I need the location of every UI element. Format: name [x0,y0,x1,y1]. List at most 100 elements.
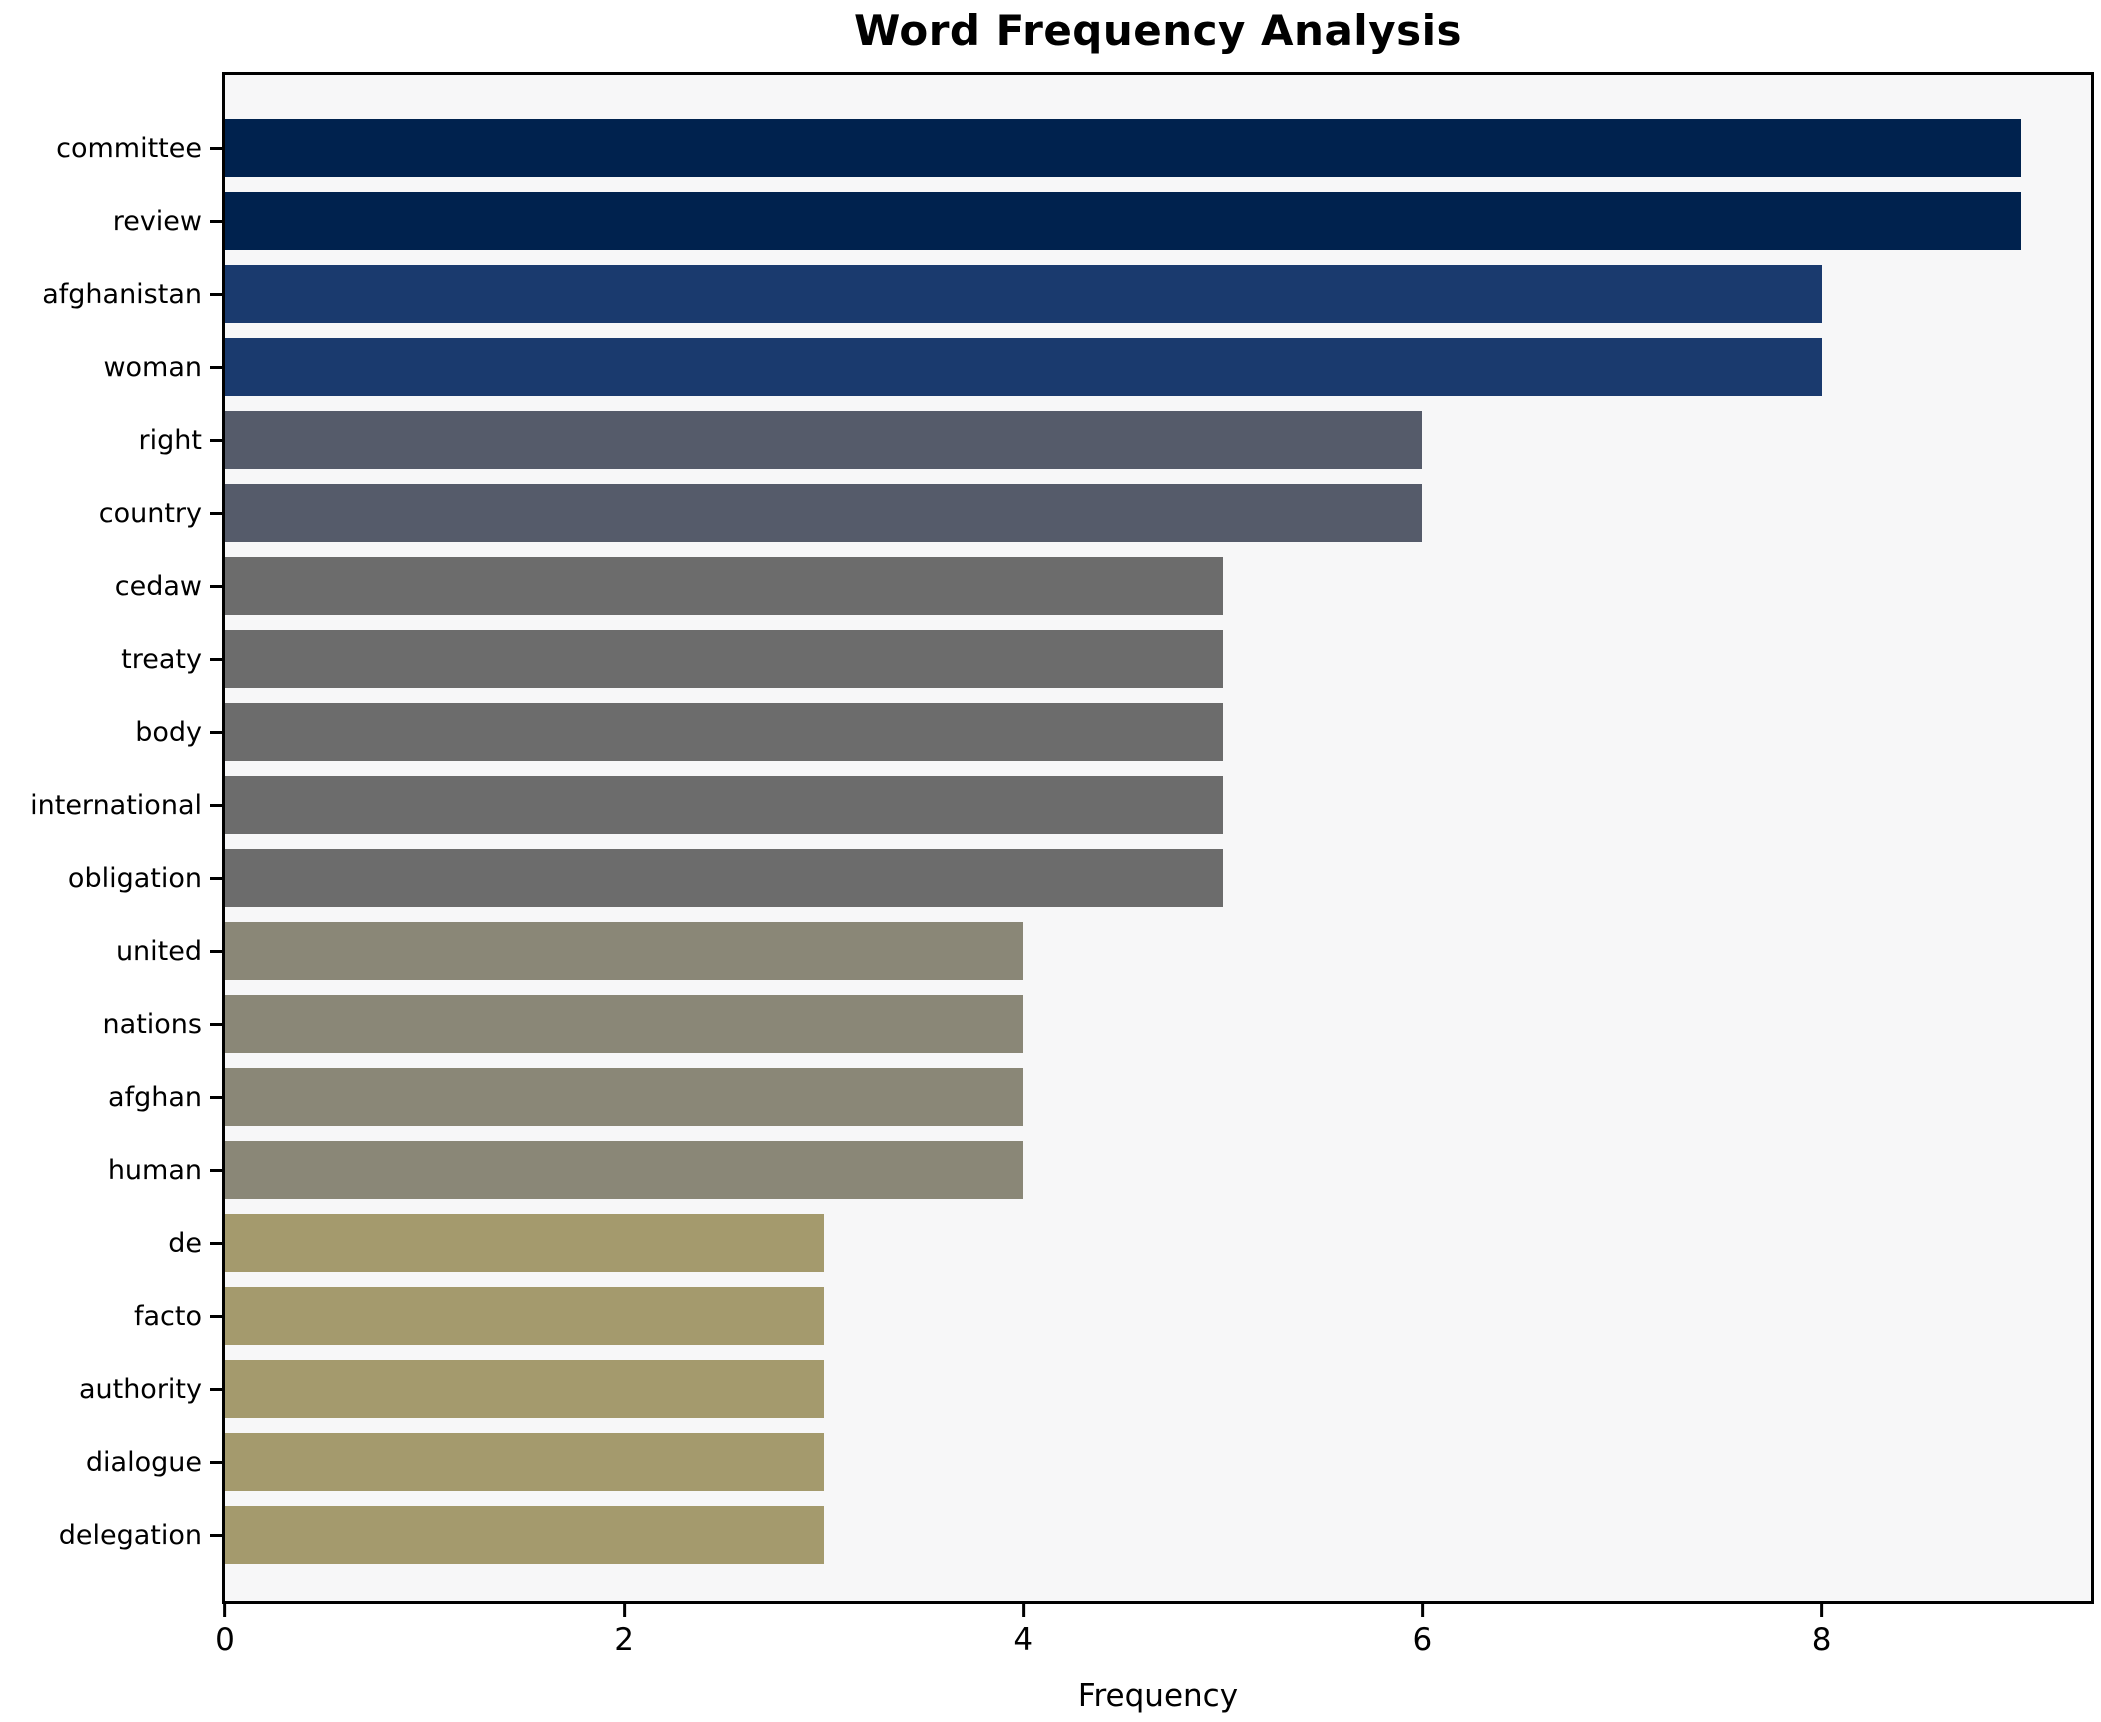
y-tick-mark [210,1095,222,1099]
bar [225,776,1223,834]
y-tick-row: country [0,484,222,542]
y-axis-labels: committee review afghanistan woman right coun… [0,75,222,1645]
y-tick-mark [210,219,222,223]
y-tick-row: delegation [0,1506,222,1564]
y-tick-label: treaty [121,643,202,675]
y-tick-label: dialogue [85,1446,202,1478]
x-tick-label: 0 [215,1622,235,1658]
bar [225,338,1822,396]
y-tick-mark [210,146,222,150]
x-tick: 4 [1013,1604,1033,1656]
y-tick-row: obligation [0,849,222,907]
bars [225,75,2091,1601]
y-tick-row: treaty [0,630,222,688]
y-tick-row: body [0,703,222,761]
y-tick-row: nations [0,995,222,1053]
y-tick-mark [210,730,222,734]
y-tick-mark [210,1022,222,1026]
y-tick-label: de [168,1227,202,1259]
bar [225,922,1024,980]
plot-area [222,72,2094,1604]
bar [225,557,1223,615]
y-tick-row: right [0,411,222,469]
bar [225,1214,824,1272]
bar [225,1433,824,1491]
y-tick-row: committee [0,119,222,177]
y-tick-row: afghanistan [0,265,222,323]
y-tick-row: human [0,1141,222,1199]
y-tick-row: afghan [0,1068,222,1126]
x-tick-mark [622,1604,626,1617]
x-tick-label: 6 [1412,1622,1433,1658]
y-tick-label: country [98,497,202,529]
x-axis-ticks: 0 2 4 6 8 [215,1604,2091,1684]
y-tick-mark [210,1460,222,1464]
bar [225,192,2022,250]
y-tick-mark [210,1314,222,1318]
y-tick-label: nations [102,1008,202,1040]
bar [225,484,1423,542]
y-tick-mark [210,438,222,442]
bar [225,119,2022,177]
bar [225,995,1024,1053]
y-tick-label: human [107,1154,202,1186]
y-tick-mark [210,292,222,296]
y-tick-row: dialogue [0,1433,222,1491]
bar [225,630,1223,688]
y-tick-label: committee [56,132,202,164]
y-tick-row: de [0,1214,222,1272]
chart-title: Word Frequency Analysis [854,6,1462,55]
y-tick-label: review [112,205,202,237]
y-tick-mark [210,1241,222,1245]
x-tick-label: 8 [1811,1622,1832,1658]
y-tick-mark [210,803,222,807]
y-tick-mark [210,876,222,880]
bar [225,1068,1024,1126]
y-tick-mark [210,511,222,515]
bar [225,265,1822,323]
y-tick-row: cedaw [0,557,222,615]
y-tick-mark [210,365,222,369]
x-tick: 2 [614,1604,634,1656]
x-tick-label: 2 [614,1622,635,1658]
x-tick-label: 4 [1013,1622,1034,1658]
bar [225,1141,1024,1199]
y-tick-label: authority [78,1373,202,1405]
y-tick-mark [210,1387,222,1391]
y-tick-label: united [115,935,202,967]
bar [225,411,1423,469]
y-tick-mark [210,1168,222,1172]
y-tick-label: woman [103,351,202,383]
x-tick: 8 [1811,1604,1832,1658]
x-axis-label: Frequency [1077,1678,1239,1714]
y-tick-mark [210,949,222,953]
x-tick: 6 [1412,1604,1433,1658]
bar [225,703,1223,761]
y-tick-row: review [0,192,222,250]
y-tick-row: woman [0,338,222,396]
bar [225,1506,824,1564]
y-tick-label: right [138,424,202,456]
x-tick-mark [1820,1604,1824,1617]
y-tick-label: delegation [58,1519,202,1551]
y-tick-mark [210,1533,222,1537]
y-tick-mark [210,657,222,661]
y-tick-label: international [30,789,202,821]
bar [225,849,1223,907]
y-tick-row: facto [0,1287,222,1345]
y-tick-row: united [0,922,222,980]
y-tick-label: facto [133,1300,202,1332]
y-tick-label: afghan [108,1081,202,1113]
y-tick-row: international [0,776,222,834]
bar [225,1287,824,1345]
bar [225,1360,824,1418]
y-tick-label: obligation [67,862,202,894]
y-tick-label: afghanistan [42,278,202,310]
y-tick-label: cedaw [114,570,202,602]
x-tick-mark [1021,1604,1025,1617]
x-tick: 0 [215,1604,235,1656]
y-tick-row: authority [0,1360,222,1418]
x-tick-mark [1420,1604,1424,1617]
x-tick-mark [223,1604,227,1617]
